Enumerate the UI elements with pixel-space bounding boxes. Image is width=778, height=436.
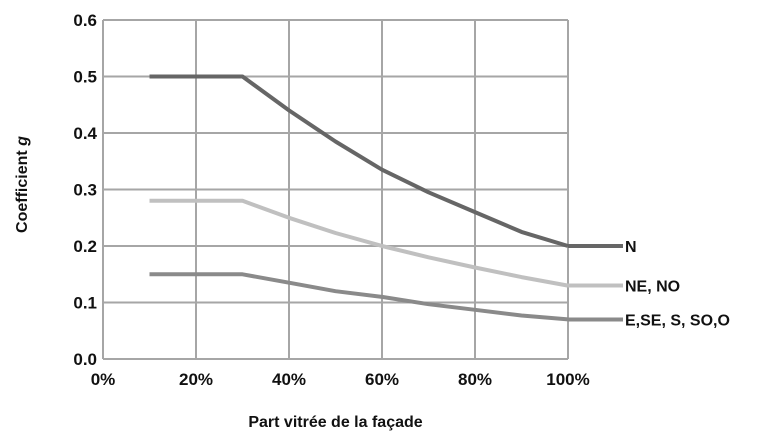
x-tick-label-5: 100% bbox=[546, 370, 589, 389]
y-tick-label-6: 0.6 bbox=[73, 11, 97, 30]
series-line-1 bbox=[149, 198, 569, 288]
y-tick-label-3: 0.3 bbox=[73, 181, 97, 200]
x-tick-label-4: 80% bbox=[458, 370, 492, 389]
legend-label-0: N bbox=[625, 239, 637, 256]
series-layer bbox=[149, 74, 569, 322]
grid-layer bbox=[102, 19, 569, 360]
y-tick-label-5: 0.5 bbox=[73, 68, 97, 87]
x-tick-label-1: 20% bbox=[179, 370, 213, 389]
axis-layer: 0% 20% 40% 60% 80% 100% 0.0 0.1 0.2 0.3 0.4 0.5 0.6 bbox=[73, 11, 589, 389]
legend-label-1: NE, NO bbox=[625, 279, 680, 296]
x-tick-label-3: 60% bbox=[365, 370, 399, 389]
series-line-0 bbox=[149, 74, 569, 248]
y-tick-label-2: 0.2 bbox=[73, 237, 97, 256]
x-tick-label-2: 40% bbox=[272, 370, 306, 389]
x-tick-label-0: 0% bbox=[91, 370, 116, 389]
y-axis-title-text: Coefficient bbox=[14, 146, 31, 233]
y-tick-label-0: 0.0 bbox=[73, 350, 97, 369]
legend-label-2: E,SE, S, SO,O bbox=[625, 312, 730, 329]
y-axis-title-symbol: g bbox=[14, 136, 31, 147]
legend: N NE, NO E,SE, S, SO,O bbox=[568, 239, 730, 329]
y-tick-label-4: 0.4 bbox=[73, 124, 97, 143]
x-axis-title: Part vitrée de la façade bbox=[248, 414, 422, 431]
y-axis-title: Coefficient g bbox=[14, 136, 31, 233]
y-tick-label-1: 0.1 bbox=[73, 294, 97, 313]
series-line-2 bbox=[149, 272, 569, 322]
